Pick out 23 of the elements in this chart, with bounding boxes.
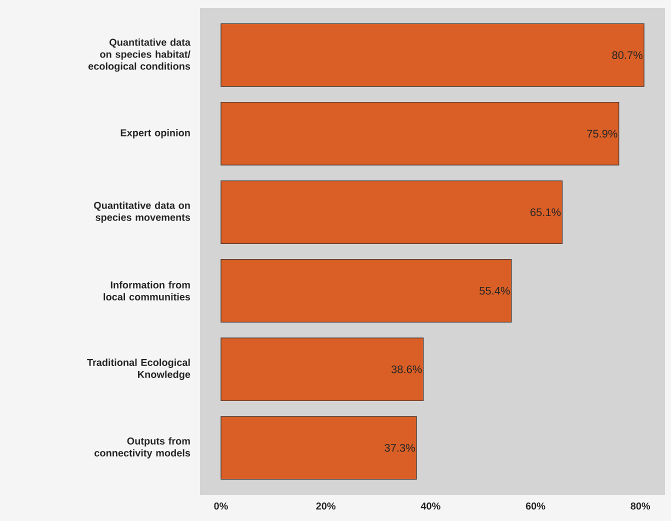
bar xyxy=(220,338,424,402)
data-label: 75.9% xyxy=(587,130,618,138)
bar xyxy=(220,416,417,480)
y-tick-label: Expert opinion xyxy=(120,129,190,138)
x-tick-label: 40% xyxy=(420,502,440,510)
y-tick-label: Information from local communities xyxy=(104,281,190,300)
bar xyxy=(220,23,644,87)
data-label: 37.3% xyxy=(384,444,415,452)
y-tick-label: Quantitative data on species habitat/ ecological conditions xyxy=(88,38,191,72)
x-tick-label: 60% xyxy=(526,502,546,510)
y-tick-label: Quantitative data on species movements xyxy=(94,202,190,223)
bar xyxy=(220,259,512,322)
bar xyxy=(220,102,620,166)
y-tick-label: Outputs from connectivity models xyxy=(94,437,190,458)
x-tick-label: 0% xyxy=(214,502,228,510)
data-label: 55.4% xyxy=(480,286,510,295)
bar xyxy=(220,180,563,244)
x-tick-label: 80% xyxy=(630,502,650,510)
x-tick-label: 20% xyxy=(316,502,336,510)
data-label: 65.1% xyxy=(530,208,561,216)
y-tick-label: Traditional Ecological Knowledge xyxy=(87,358,190,380)
data-label: 80.7% xyxy=(612,51,642,60)
data-label: 38.6% xyxy=(391,365,422,374)
